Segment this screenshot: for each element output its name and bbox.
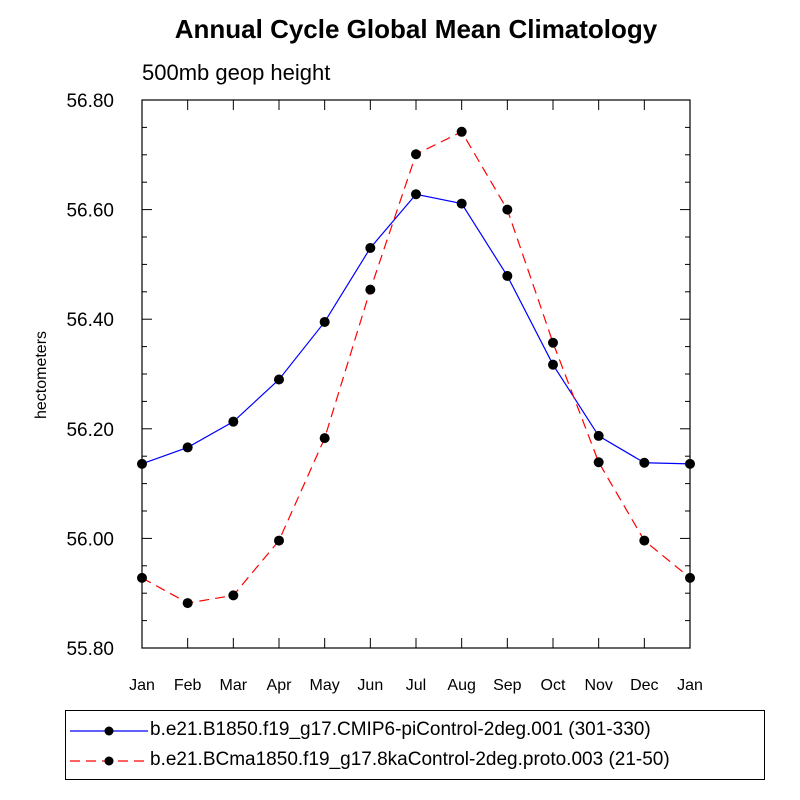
legend-entry-1: b.e21.BCma1850.f19_g17.8kaControl-2deg.p… bbox=[66, 746, 766, 776]
legend-marker-1 bbox=[104, 756, 114, 766]
x-tick-label: Aug bbox=[447, 677, 475, 694]
y-axis-label: hectometers bbox=[33, 331, 50, 419]
data-point-s1-3 bbox=[274, 535, 284, 546]
x-tick-label: Feb bbox=[174, 677, 202, 694]
data-point-s0-2 bbox=[228, 416, 239, 427]
data-point-s0-12 bbox=[685, 458, 695, 469]
legend-swatch-1 bbox=[70, 756, 148, 766]
x-tick-label: Mar bbox=[220, 677, 248, 694]
data-point-s0-1 bbox=[182, 442, 193, 453]
x-tick-label: May bbox=[310, 677, 340, 694]
y-tick-label: 55.80 bbox=[66, 639, 114, 660]
data-point-s1-4 bbox=[319, 433, 330, 444]
data-point-s0-10 bbox=[593, 430, 604, 441]
x-tick-label: Dec bbox=[630, 677, 658, 694]
data-point-s0-5 bbox=[365, 242, 376, 253]
y-tick-label: 56.60 bbox=[66, 201, 114, 222]
y-tick-labels: 55.80 56.00 56.20 56.40 56.60 56.80 bbox=[66, 91, 114, 660]
chart-title: Annual Cycle Global Mean Climatology bbox=[175, 14, 658, 44]
y-tick-label: 56.80 bbox=[66, 91, 114, 112]
y-tick-label: 56.00 bbox=[66, 529, 114, 550]
x-tick-label: Jan bbox=[129, 677, 155, 694]
data-point-s1-11 bbox=[639, 535, 650, 546]
legend-marker-0 bbox=[104, 726, 114, 736]
x-tick-label: Jun bbox=[357, 677, 383, 694]
x-tick-labels: Jan Feb Mar Apr May Jun Jul Aug Sep Oct Nov Dec Jan bbox=[129, 677, 703, 694]
data-point-s0-9 bbox=[548, 359, 558, 370]
chart-subtitle: 500mb geop height bbox=[142, 60, 330, 85]
x-tick-label: Oct bbox=[541, 677, 566, 694]
data-point-s0-0 bbox=[137, 458, 147, 469]
data-point-s1-7 bbox=[456, 126, 467, 137]
chart-canvas: Annual Cycle Global Mean Climatology 500… bbox=[33, 14, 703, 694]
data-point-s1-9 bbox=[548, 337, 558, 348]
series-layer bbox=[137, 126, 695, 609]
data-point-s1-6 bbox=[411, 149, 421, 160]
data-point-s1-0 bbox=[137, 572, 147, 583]
data-point-s0-11 bbox=[639, 457, 650, 468]
legend-label-1: b.e21.BCma1850.f19_g17.8kaControl-2deg.p… bbox=[150, 749, 670, 770]
data-point-s0-6 bbox=[411, 189, 421, 200]
y-tick-label: 56.20 bbox=[66, 420, 114, 441]
legend-entry-0: b.e21.B1850.f19_g17.CMIP6-piControl-2deg… bbox=[66, 716, 766, 746]
data-point-s1-8 bbox=[502, 204, 513, 215]
x-tick-label: Jan bbox=[677, 677, 703, 694]
legend-swatch-0 bbox=[70, 726, 148, 736]
data-point-s1-10 bbox=[593, 457, 604, 468]
data-point-s1-2 bbox=[228, 590, 239, 601]
data-point-s1-5 bbox=[365, 284, 376, 295]
series-line-1 bbox=[141, 130, 691, 604]
data-point-s0-7 bbox=[456, 198, 467, 209]
x-tick-label: Apr bbox=[267, 677, 293, 694]
series-line-0 bbox=[141, 193, 691, 465]
y-tick-label: 56.40 bbox=[66, 310, 114, 331]
x-tick-label: Jul bbox=[406, 677, 426, 694]
x-tick-label: Sep bbox=[493, 677, 522, 694]
legend-label-0: b.e21.B1850.f19_g17.CMIP6-piControl-2deg… bbox=[150, 719, 651, 740]
data-point-s1-1 bbox=[182, 598, 193, 609]
legend: b.e21.B1850.f19_g17.CMIP6-piControl-2deg… bbox=[65, 710, 765, 780]
plot-frame bbox=[141, 99, 691, 649]
data-point-s0-3 bbox=[274, 374, 284, 385]
x-tick-label: Nov bbox=[584, 677, 612, 694]
data-point-s0-4 bbox=[319, 316, 330, 327]
data-point-s1-12 bbox=[685, 572, 695, 583]
data-point-s0-8 bbox=[502, 270, 513, 281]
axis-ticks bbox=[141, 99, 691, 649]
